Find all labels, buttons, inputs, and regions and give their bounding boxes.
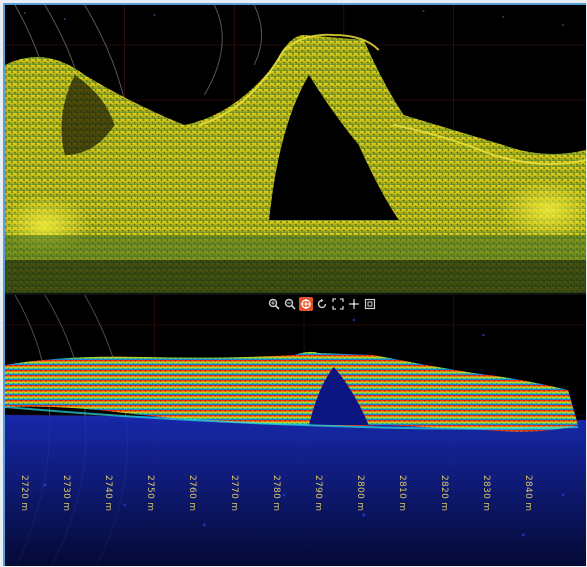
pan-icon	[301, 299, 311, 309]
zoom-out-button[interactable]	[283, 297, 297, 311]
scale-label: 2790 m	[313, 475, 323, 512]
bottom-point-cloud-view[interactable]: 2720 m 2730 m 2740 m 2750 m 2760 m 2770 m 2780…	[5, 295, 586, 566]
fullscreen-button[interactable]	[363, 297, 377, 311]
view-divider[interactable]	[5, 293, 586, 295]
zoom-out-icon	[284, 298, 296, 310]
pan-button[interactable]	[299, 297, 313, 311]
move-button[interactable]	[347, 297, 361, 311]
scale-label: 2770 m	[229, 475, 239, 512]
top-point-cloud-view[interactable]	[5, 5, 586, 293]
scale-label: 2840 m	[523, 475, 533, 512]
point-cloud-viewer: 2720 m 2730 m 2740 m 2750 m 2760 m 2770 m 2780…	[3, 3, 586, 566]
top-view-canvas[interactable]	[5, 5, 586, 293]
scale-label: 2760 m	[187, 475, 197, 512]
scale-label: 2720 m	[19, 475, 29, 512]
fit-extent-icon	[332, 298, 344, 310]
zoom-in-button[interactable]	[267, 297, 281, 311]
bottom-view-canvas[interactable]	[5, 295, 586, 566]
scale-label: 2750 m	[145, 475, 155, 512]
scale-label: 2740 m	[103, 475, 113, 512]
fullscreen-icon	[364, 298, 376, 310]
scale-label: 2800 m	[355, 475, 365, 512]
scale-label: 2730 m	[61, 475, 71, 512]
rotate-icon	[317, 298, 327, 309]
rotate-button[interactable]	[315, 297, 329, 311]
scale-label: 2830 m	[481, 475, 491, 512]
fit-extent-button[interactable]	[331, 297, 345, 311]
zoom-in-icon	[268, 298, 280, 310]
view-toolbar	[267, 297, 377, 313]
move-icon	[349, 299, 359, 309]
scale-label: 2810 m	[397, 475, 407, 512]
scale-label: 2780 m	[271, 475, 281, 512]
scale-label: 2820 m	[439, 475, 449, 512]
